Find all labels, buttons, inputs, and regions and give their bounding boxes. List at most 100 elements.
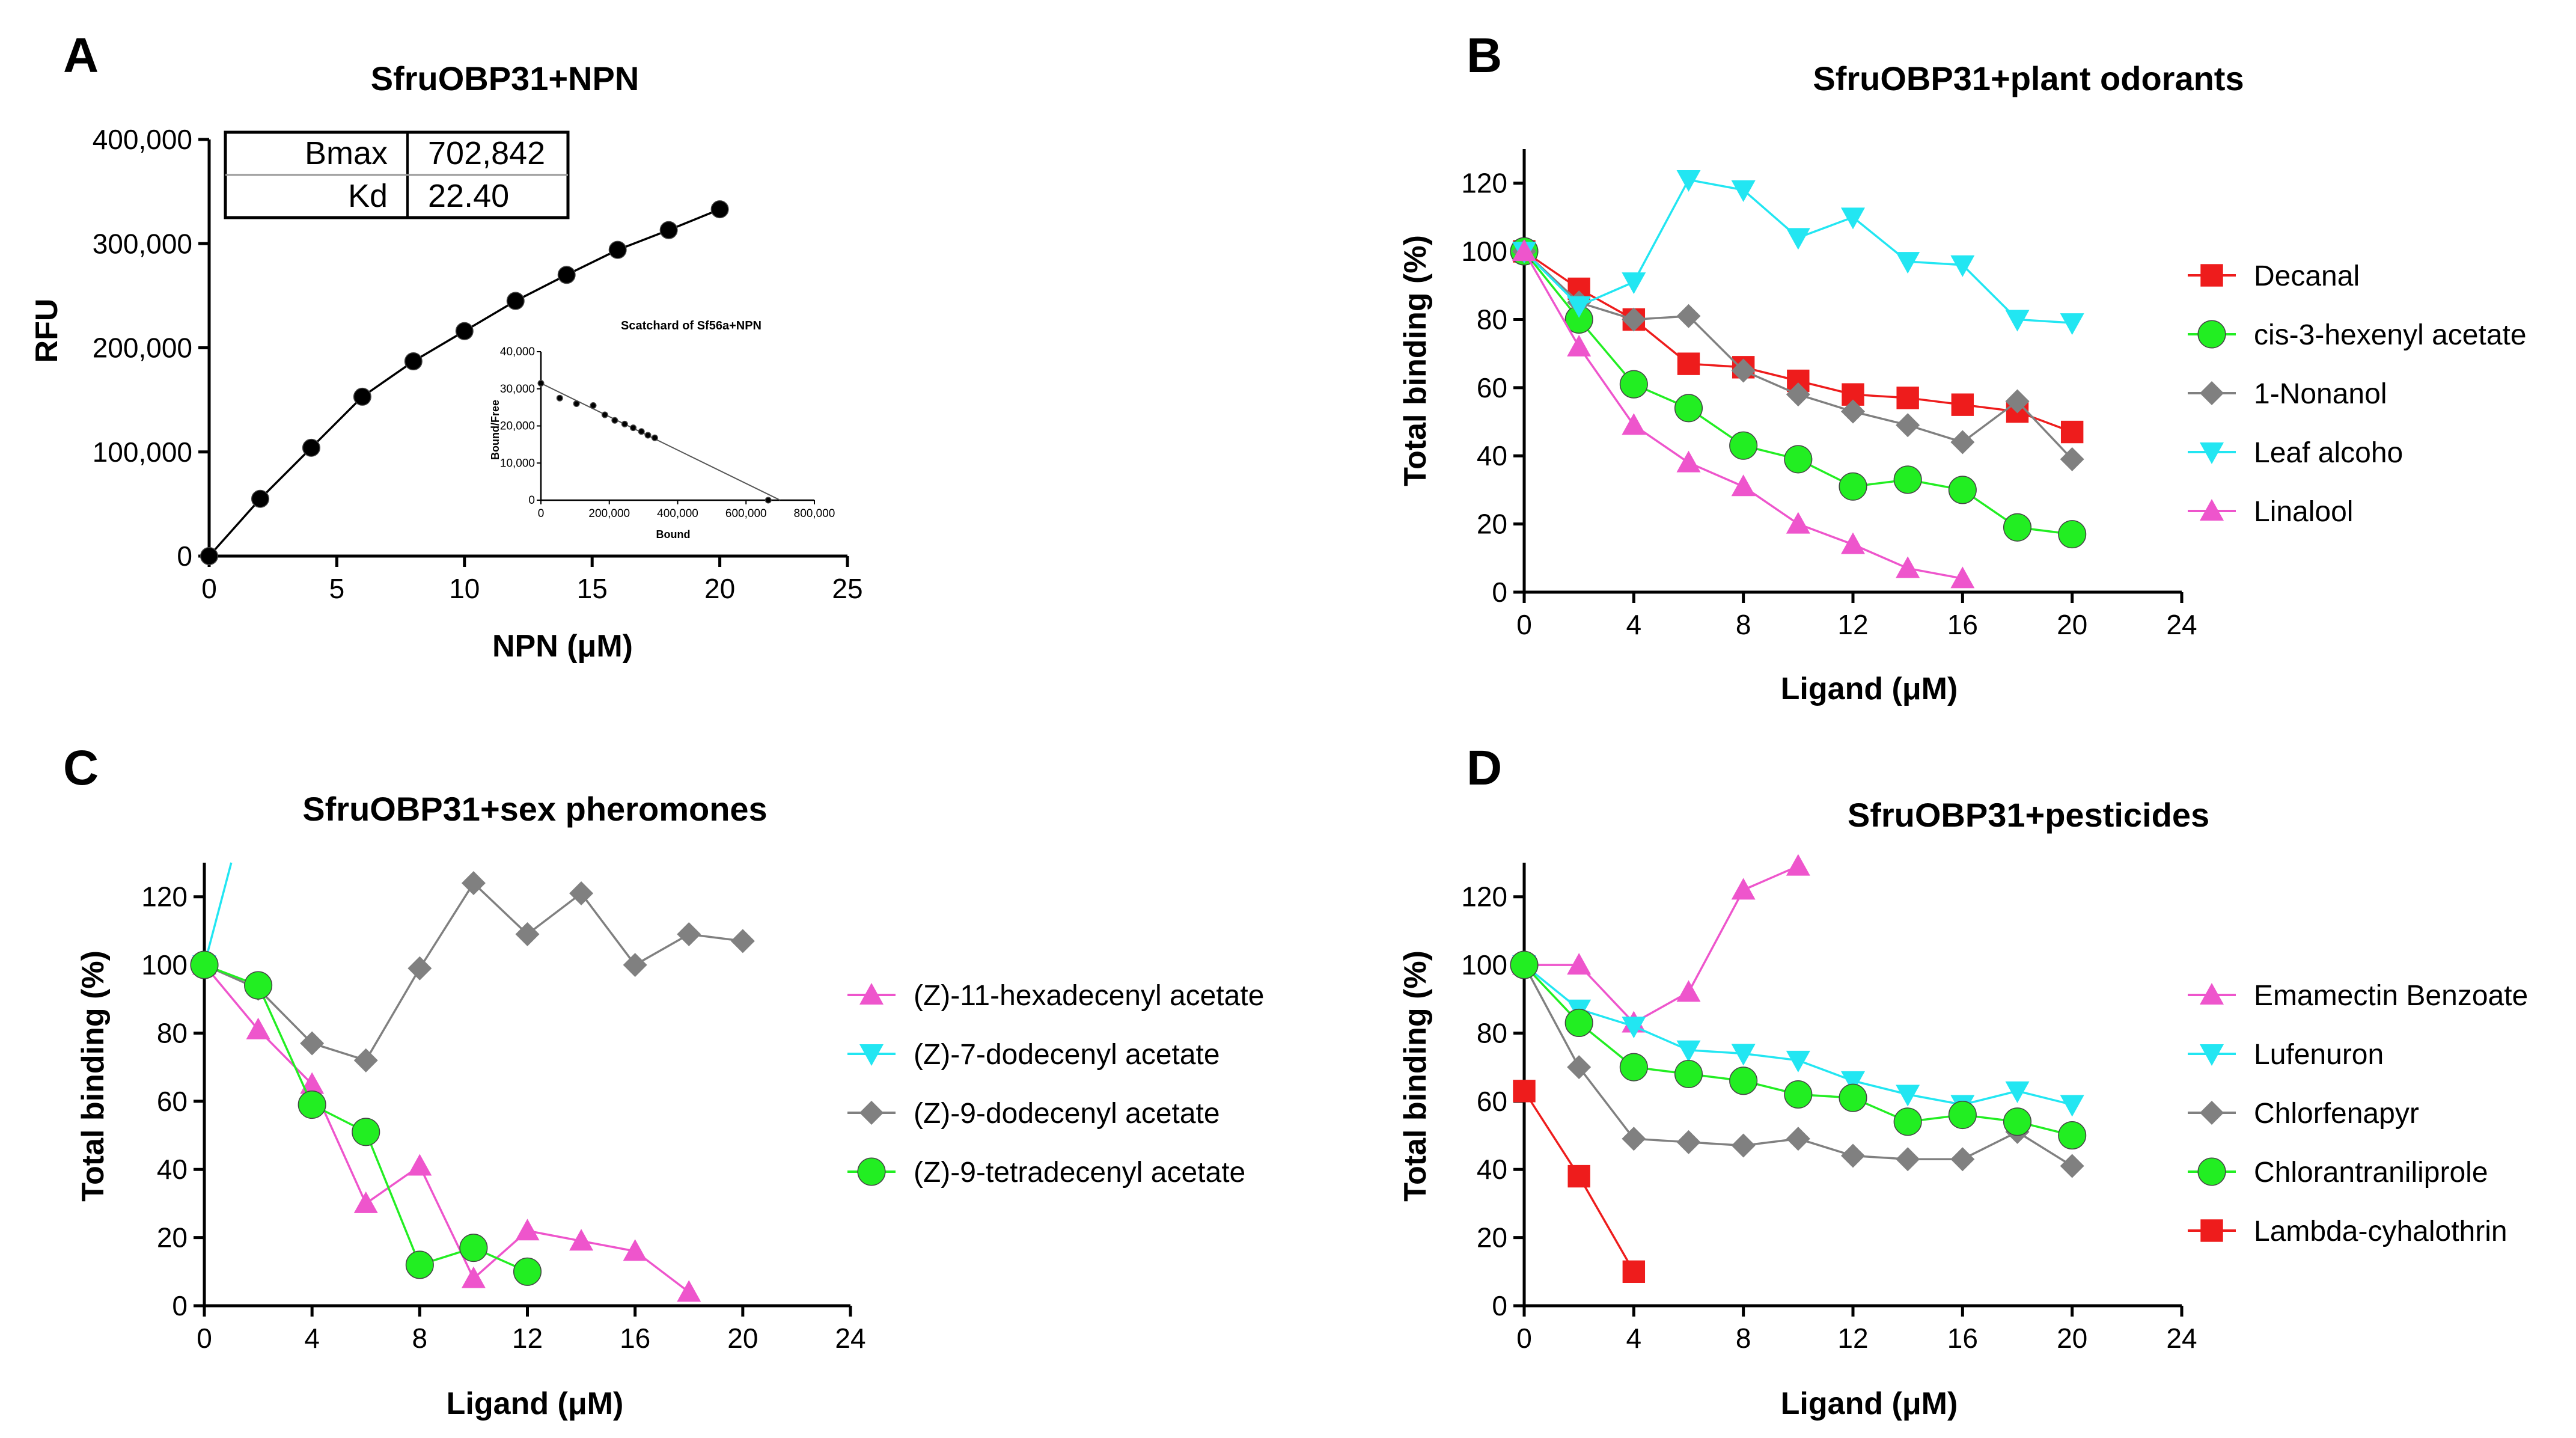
- series-z-9-dodecenyl-acetate: [192, 871, 755, 1072]
- data-point: [2003, 513, 2032, 542]
- panel-d-legend: Emamectin Benzoate Lufenuron Chlorfenapyr C…: [2188, 980, 2528, 1247]
- data-point: [1731, 358, 1756, 383]
- panel-c-y-tick-label: 40: [157, 1154, 188, 1185]
- legend-item-leaf-alcoho: Leaf alcoho: [2188, 437, 2403, 469]
- legend-label: (Z)-7-dodecenyl acetate: [914, 1039, 1220, 1071]
- legend-label: Lambda-cyhalothrin: [2254, 1216, 2507, 1247]
- panel-c-x-tick-label: 24: [835, 1323, 865, 1354]
- inset-data-point: [537, 379, 545, 387]
- panel-d-y-tick-label: 80: [1477, 1017, 1507, 1048]
- data-point: [302, 438, 320, 457]
- data-point: [2060, 447, 2084, 471]
- panel-c-title: SfruOBP31+sex pheromones: [302, 790, 767, 828]
- panel-d-xlabel: Ligand (μM): [1781, 1386, 1958, 1421]
- data-point: [1950, 255, 1975, 277]
- fit-parameter-table: Bmax 702,842 Kd 22.40: [224, 130, 570, 219]
- data-point: [1839, 472, 1867, 501]
- legend-marker: [2200, 1044, 2224, 1066]
- data-point: [515, 922, 540, 947]
- data-point: [200, 547, 218, 565]
- data-point: [352, 1118, 380, 1146]
- inset-data-point: [573, 400, 580, 407]
- series-linalool: [1512, 239, 1975, 589]
- panel-b-x-tick-label: 24: [2166, 609, 2197, 640]
- series-lambda-cyhalothrin: [1513, 1080, 1646, 1283]
- data-point: [1896, 387, 1919, 409]
- panel-d-ylabel: Total binding (%): [1398, 950, 1433, 1202]
- inset-data-point: [644, 432, 652, 439]
- inset-data-point: [630, 424, 637, 432]
- data-point: [1729, 431, 1758, 460]
- data-point: [1731, 1133, 1756, 1158]
- panel-c-ylabel: Total binding (%): [76, 950, 111, 1202]
- data-point: [1567, 1055, 1592, 1080]
- panel-d-y-tick-label: 100: [1461, 949, 1507, 981]
- data-point: [1510, 950, 1539, 979]
- legend-marker: [2197, 1157, 2226, 1186]
- data-point: [1784, 1080, 1813, 1109]
- data-point: [1841, 207, 1865, 230]
- panel-b-y-tick-label: 120: [1461, 168, 1507, 199]
- legend-marker: [2200, 381, 2224, 405]
- panel-c-x-tick-label: 12: [512, 1323, 543, 1354]
- data-point: [1841, 399, 1865, 424]
- data-point: [244, 971, 273, 1000]
- data-point: [1622, 413, 1646, 435]
- legend-label: Chlorantraniliprole: [2254, 1157, 2488, 1189]
- panel-c-xlabel: Ligand (μM): [447, 1386, 624, 1421]
- panel-d-plot-area: [1510, 854, 2087, 1283]
- data-point: [1893, 465, 1922, 494]
- legend-label: (Z)-9-dodecenyl acetate: [914, 1098, 1220, 1130]
- data-point: [515, 1219, 540, 1241]
- series-line: [1524, 865, 1799, 1024]
- series-cis-3-hexenyl-acetate: [1510, 237, 2087, 549]
- panel-c-y-tick-label: 60: [157, 1086, 188, 1117]
- panel-a-y-tick-label: 0: [177, 540, 192, 572]
- legend-item-linalool: Linalool: [2188, 496, 2353, 528]
- series-emamectin-benzoate: [1512, 854, 1810, 1033]
- panel-a-x-tick-label: 15: [577, 573, 608, 604]
- data-point: [1950, 566, 1975, 589]
- panel-b-y-tick-label: 0: [1492, 577, 1507, 608]
- inset-data-point: [651, 434, 658, 441]
- panel-c-y-tick-label: 20: [157, 1222, 188, 1253]
- data-point: [1786, 382, 1810, 407]
- panel-b-x-tick-label: 8: [1736, 609, 1751, 640]
- data-point: [1567, 1164, 1590, 1188]
- legend-label: Lufenuron: [2254, 1039, 2384, 1071]
- data-point: [461, 1266, 486, 1288]
- panel-c-y-tick-label: 80: [157, 1017, 188, 1048]
- fit-table-bmax-value: 702,842: [428, 135, 545, 171]
- data-point: [1619, 370, 1648, 399]
- legend-marker: [2197, 320, 2226, 349]
- data-point: [557, 266, 576, 284]
- data-point: [1676, 304, 1701, 328]
- series-line: [1523, 964, 2073, 1137]
- data-point: [1786, 228, 1810, 250]
- panel-d-chart: Total binding (%) Ligand (μM) 0 4 8 12 16 20 2…: [1398, 854, 2528, 1421]
- data-point: [353, 1191, 378, 1213]
- series-leaf-alcoho: [1512, 170, 2084, 335]
- series-line: [204, 881, 743, 1062]
- inset-y-tick-label: 20,000: [500, 420, 535, 433]
- data-point: [2005, 389, 2030, 414]
- data-point: [1622, 1127, 1646, 1151]
- data-point: [1622, 1017, 1646, 1039]
- panel-b-x-tick-label: 12: [1837, 609, 1868, 640]
- panel-d-x-tick-label: 24: [2166, 1323, 2197, 1354]
- panel-d-x-tick-label: 12: [1837, 1323, 1868, 1354]
- panel-d-x-tick-label: 0: [1516, 1323, 1532, 1354]
- legend-marker: [859, 983, 884, 1005]
- data-point: [2060, 1095, 2084, 1117]
- legend-marker: [2200, 499, 2224, 521]
- data-point: [1676, 170, 1701, 192]
- data-point: [623, 1239, 647, 1261]
- legend-item-cis-3-hexenyl-acetate: cis-3-hexenyl acetate: [2188, 319, 2527, 351]
- scatchard-inset: Scatchard of Sf56a+NPN Bound/Free Bound …: [489, 319, 835, 540]
- data-point: [677, 1280, 701, 1302]
- panel-b-y-tick-label: 20: [1477, 509, 1507, 540]
- inset-data-point: [590, 402, 597, 409]
- legend-item-z-9-dodecenyl-acetate: (Z)-9-dodecenyl acetate: [847, 1098, 1220, 1130]
- legend-marker: [2200, 983, 2224, 1005]
